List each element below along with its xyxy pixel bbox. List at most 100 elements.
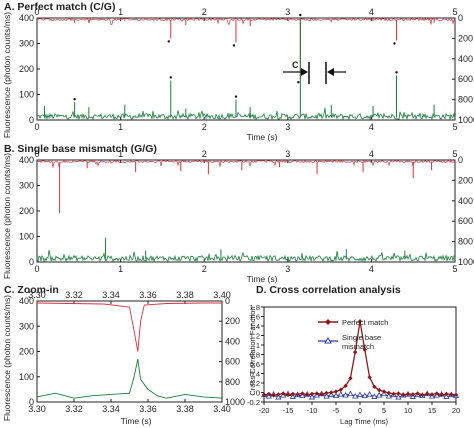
panel-b-title: B. Single base mismatch (G/G)	[4, 143, 157, 155]
panel-d: D. Cross correlation analysis Cross Corr…	[247, 284, 460, 426]
x-tick-label: -15	[283, 406, 294, 415]
x-tick-label-top: 1	[118, 7, 123, 17]
event-dot	[232, 44, 236, 47]
perfect-match-point	[420, 392, 425, 398]
x-tick-label: 3.30	[28, 404, 46, 414]
panel-d-legend: Perfect match Single base mismatch	[318, 318, 388, 351]
perfect-match-point	[372, 384, 377, 389]
green-baseline-trace	[36, 107, 456, 121]
legend-mismatch-label-line1: Single base	[342, 333, 381, 342]
x-tick-label: 0	[358, 406, 362, 415]
x-tick-label: 5	[452, 122, 457, 132]
mismatch-point	[275, 393, 282, 400]
panel-a-ylabel: Fluorescence (photon counts/ms)	[2, 12, 12, 138]
y-tick-label: 100	[19, 372, 34, 382]
panel-d-axes: -20 -15 -10 -5 0 5 10 15 20-0.200.20.40.60.811.2…	[247, 303, 460, 415]
y2-tick-label: 0	[458, 155, 463, 165]
y-tick-label: 100	[19, 90, 34, 100]
perfect-match-point	[396, 391, 401, 396]
y2-tick-label: 600	[458, 216, 473, 226]
x-tick-label-top: 2	[202, 7, 207, 17]
x-tick-label-top: 3	[285, 7, 290, 17]
y2-tick-label: 800	[458, 237, 473, 247]
y-tick-label: 200	[19, 347, 34, 357]
x-tick-label: 5	[452, 264, 457, 274]
mismatch-point	[352, 392, 359, 399]
y2-tick-label: 400	[458, 196, 473, 206]
mismatch-point	[332, 392, 340, 399]
perfect-match-point	[367, 375, 372, 380]
perfect-match-point	[329, 390, 334, 395]
panel-c-xlabel: Time (s)	[121, 416, 152, 426]
event-dot	[73, 97, 76, 101]
event-dot	[169, 76, 172, 79]
y2-tick-label: 1000	[458, 257, 474, 267]
mismatch-point	[366, 390, 373, 397]
plot-frame	[36, 159, 456, 263]
y-tick-label: 300	[19, 39, 34, 49]
plot-frame	[36, 300, 223, 403]
x-tick-label: -20	[259, 406, 270, 415]
perfect-match-point	[281, 391, 286, 396]
perfect-match-point	[300, 391, 305, 396]
perfect-match-point	[362, 347, 367, 352]
mismatch-point	[289, 393, 296, 399]
perfect-match-point	[343, 383, 348, 389]
x-tick-label-top: 3.34	[102, 290, 120, 300]
y2-tick-label: 800	[458, 95, 473, 105]
x-tick-label-top: 3.38	[176, 290, 194, 300]
y2-tick-label: 200	[225, 316, 240, 326]
green-baseline-trace	[36, 250, 456, 263]
x-tick-label: 3.36	[139, 404, 157, 414]
event-dot	[393, 42, 396, 45]
y2-tick-label: 600	[458, 74, 473, 84]
mismatch-point	[376, 391, 383, 398]
perfect-match-point	[271, 393, 276, 398]
perfect-match-point	[319, 392, 324, 397]
perfect-match-point	[439, 392, 444, 398]
y2-tick-label: 1000	[225, 397, 245, 407]
y2-tick-label: 800	[225, 377, 240, 387]
y2-tick-label: 600	[225, 357, 240, 367]
x-tick-label: 3.32	[65, 404, 83, 414]
y-tick-label: 1.6	[250, 313, 260, 322]
perfect-match-point	[401, 392, 406, 398]
perfect-match-point	[357, 319, 363, 324]
y-tick-label: 400	[19, 13, 34, 23]
y-tick-label: 0.4	[250, 370, 260, 379]
panel-c-axes: 3.30 3.30 3.32 3.32 3.34 3.34 3.36 3.36 3.38 3.38…	[19, 290, 245, 414]
perfect-match-point	[449, 392, 454, 397]
panel-d-xlabel: Lag Time (ms)	[340, 417, 388, 426]
x-tick-label-top: 3.32	[65, 290, 83, 300]
x-tick-label: 20	[452, 406, 460, 415]
event-dot	[299, 13, 302, 17]
x-tick-label: 3	[285, 122, 290, 132]
perfect-match-point	[405, 391, 411, 397]
x-tick-label-top: 3.30	[28, 290, 46, 300]
x-tick-label-top: 3	[285, 149, 290, 159]
perfect-match-point	[410, 392, 415, 397]
x-tick-label: 1	[118, 264, 123, 274]
mismatch-point	[385, 392, 392, 399]
legend-mismatch-label-line2: mismatch	[342, 342, 374, 351]
y-tick-label: 0.6	[250, 360, 260, 369]
green-trace	[36, 359, 223, 399]
y2-tick-label: 0	[458, 13, 463, 23]
y-tick-label: 1	[256, 341, 260, 350]
x-tick-label: 1	[118, 122, 123, 132]
perfect-match-point	[324, 390, 329, 396]
x-tick-label: -5	[333, 406, 340, 415]
x-tick-label-top: 5	[452, 149, 457, 159]
legend-perfect-match-marker	[325, 319, 331, 325]
panel-a: A. Perfect match (C/G) Fluorescence (pho…	[2, 1, 474, 142]
x-tick-label: 10	[404, 406, 412, 415]
y-tick-label: 1.4	[250, 322, 260, 331]
event-dot	[297, 81, 300, 84]
panel-b-xlabel: Time (s)	[247, 274, 278, 284]
mismatch-point	[323, 392, 330, 399]
y-tick-label: 0	[29, 115, 34, 125]
mismatch-point	[395, 393, 402, 400]
x-tick-label-top: 1	[118, 149, 123, 159]
